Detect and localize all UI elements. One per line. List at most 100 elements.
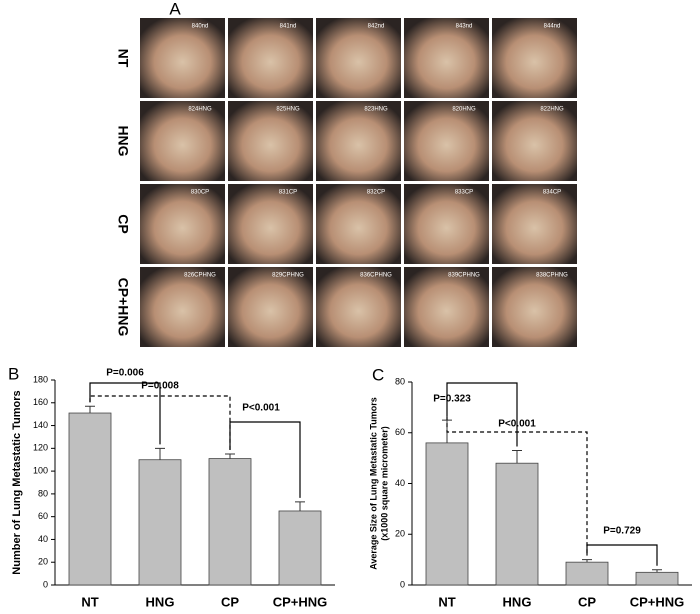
sample-label: 831CP: [279, 190, 297, 196]
y-tick-label: 120: [33, 443, 48, 453]
sample-label: 826CPHNG: [184, 273, 216, 279]
error-bar: [582, 559, 592, 563]
sample-label: 824HNG: [188, 107, 212, 113]
row-label: NT: [115, 49, 131, 68]
sample-label: 820HNG: [452, 107, 476, 113]
p-value: P<0.001: [242, 403, 280, 414]
y-tick-label: 60: [395, 427, 405, 437]
lung-photo: [228, 101, 313, 181]
y-tick-label: 0: [400, 579, 405, 589]
y-tick-label: 160: [33, 397, 48, 407]
row-label: HNG: [115, 125, 131, 156]
significance-bracket: [446, 382, 518, 447]
lung-photo: [228, 18, 313, 98]
sample-label: 841nd: [280, 24, 297, 30]
x-tick-label: CP+HNG: [630, 594, 685, 609]
y-tick-label: 140: [33, 420, 48, 430]
y-tick-label: 180: [33, 374, 48, 384]
bar: [635, 571, 679, 586]
lung-photo: [140, 101, 225, 181]
bar: [68, 412, 112, 586]
bar: [278, 510, 322, 586]
sample-label: 825HNG: [276, 107, 300, 113]
x-tick-label: NT: [81, 594, 98, 609]
sample-label: 822HNG: [540, 107, 564, 113]
bar: [138, 459, 182, 586]
significance-bracket: [89, 395, 231, 451]
sample-label: 832CP: [367, 190, 385, 196]
lung-photo: [140, 184, 225, 264]
y-tick-label: 80: [38, 488, 48, 498]
significance-bracket: [586, 544, 658, 566]
error-bar: [155, 447, 165, 460]
y-tick-label: 20: [38, 557, 48, 567]
p-value: P<0.001: [498, 419, 536, 430]
sample-label: 836CPHNG: [360, 273, 392, 279]
panel-letter: C: [372, 365, 384, 384]
lung-photo: [404, 267, 489, 347]
x-tick-label: CP+HNG: [273, 594, 328, 609]
sample-label: 834CP: [543, 190, 561, 196]
sample-label: 844nd: [544, 24, 561, 30]
panel-letter: A: [169, 0, 181, 18]
error-bar: [295, 501, 305, 511]
lung-photo: [228, 184, 313, 264]
significance-bracket: [229, 421, 301, 498]
y-tick-label: 80: [395, 376, 405, 386]
y-axis-label: Average Size of Lung Metastatic Tumors: [368, 397, 378, 570]
lung-photo: [492, 101, 577, 181]
p-value: P=0.006: [106, 368, 144, 379]
error-bar: [85, 405, 95, 414]
lung-photo: [140, 267, 225, 347]
lung-photo: [316, 267, 401, 347]
sample-label: 842nd: [368, 24, 385, 30]
x-tick-label: CP: [578, 594, 596, 609]
sample-label: 840nd: [192, 24, 209, 30]
lung-photo: [228, 267, 313, 347]
significance-bracket: [89, 382, 161, 445]
bar: [565, 561, 609, 586]
y-tick-label: 40: [395, 478, 405, 488]
lung-photo: [404, 18, 489, 98]
lung-photo: [140, 18, 225, 98]
bar: [208, 458, 252, 586]
y-tick-label: 0: [43, 579, 48, 589]
sample-label: 838CPHNG: [536, 273, 568, 279]
lung-photo: [404, 101, 489, 181]
lung-photo: [316, 184, 401, 264]
lung-photo: [492, 267, 577, 347]
x-tick-label: HNG: [146, 594, 175, 609]
sample-label: 833CP: [455, 190, 473, 196]
bar: [495, 462, 539, 586]
sample-label: 830CP: [191, 190, 209, 196]
y-tick-label: 60: [38, 511, 48, 521]
lung-photo: [316, 101, 401, 181]
sample-label: 823HNG: [364, 107, 388, 113]
significance-bracket: [446, 416, 588, 556]
panel-letter: B: [8, 364, 19, 383]
sample-label: 843nd: [456, 24, 473, 30]
x-tick-label: HNG: [503, 594, 532, 609]
y-tick-label: 100: [33, 465, 48, 475]
lung-photo: [492, 18, 577, 98]
y-axis-label-sub: (x1000 square micrometer): [379, 426, 389, 541]
y-axis-label: Number of Lung Metastatic Tumors: [11, 390, 23, 574]
lung-photo: [492, 184, 577, 264]
sample-label: 839CPHNG: [448, 273, 480, 279]
p-value: P=0.323: [433, 394, 471, 405]
row-label: CP: [115, 214, 131, 233]
p-value: P=0.729: [603, 526, 641, 537]
p-value: P=0.008: [141, 381, 179, 392]
error-bar: [225, 453, 235, 459]
lung-photo: [404, 184, 489, 264]
bar: [425, 442, 469, 586]
y-tick-label: 40: [38, 534, 48, 544]
y-tick-label: 20: [395, 529, 405, 539]
x-tick-label: NT: [438, 594, 455, 609]
lung-photo: [316, 18, 401, 98]
row-label: CP+HNG: [115, 278, 131, 337]
error-bar: [512, 450, 522, 464]
x-tick-label: CP: [221, 594, 239, 609]
error-bar: [652, 569, 662, 573]
